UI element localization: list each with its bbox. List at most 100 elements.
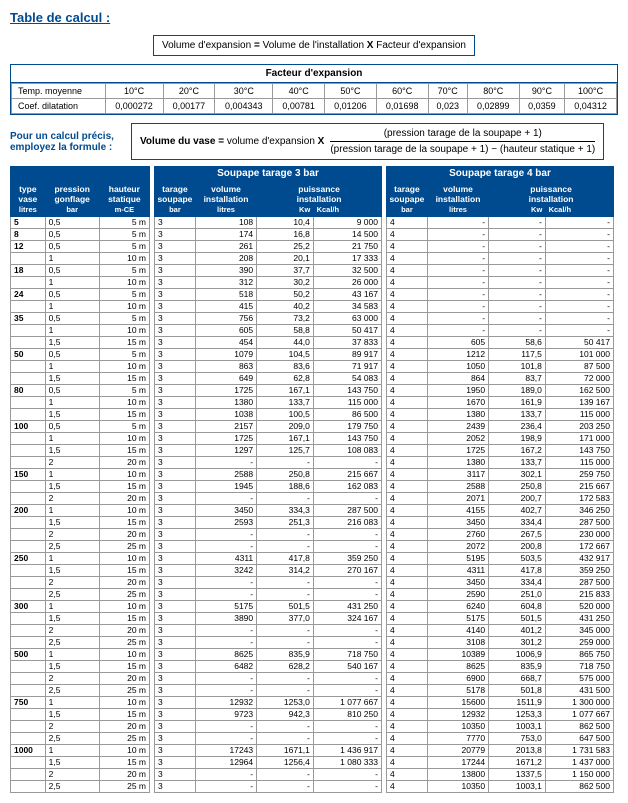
tarage3: 3: [155, 517, 196, 529]
vessel-type: 5: [11, 217, 46, 229]
kw4: 161,9: [489, 397, 546, 409]
kcal4: 259 750: [545, 469, 613, 481]
tarage4: 4: [387, 265, 428, 277]
kw3: 1253,0: [257, 697, 314, 709]
tarage3: 3: [155, 709, 196, 721]
height: 15 m: [99, 661, 149, 673]
tarage4: 4: [387, 517, 428, 529]
pressure: 0,5: [45, 313, 99, 325]
kcal3: 143 750: [313, 433, 381, 445]
tarage3: 3: [155, 613, 196, 625]
kw4: -: [489, 277, 546, 289]
pressure: 1,5: [45, 517, 99, 529]
height: 20 m: [99, 457, 149, 469]
height: 25 m: [99, 685, 149, 697]
vol3: 649: [195, 373, 256, 385]
tarage4: 4: [387, 253, 428, 265]
kw3: 314,2: [257, 565, 314, 577]
kcal4: 346 250: [545, 505, 613, 517]
kcal4: -: [545, 313, 613, 325]
vessel-type: 200: [11, 505, 46, 517]
pressure: 0,5: [45, 289, 99, 301]
kw3: 417,8: [257, 553, 314, 565]
kcal3: 71 917: [313, 361, 381, 373]
vol3: -: [195, 781, 256, 793]
height: 25 m: [99, 541, 149, 553]
height: 5 m: [99, 313, 149, 325]
height: 10 m: [99, 433, 149, 445]
tarage3: 3: [155, 361, 196, 373]
vessel-type: [11, 397, 46, 409]
kw4: 835,9: [489, 661, 546, 673]
vol4: -: [427, 217, 488, 229]
vessel-type: [11, 337, 46, 349]
pressure: 0,5: [45, 421, 99, 433]
tarage3: 3: [155, 301, 196, 313]
height: 5 m: [99, 241, 149, 253]
tarage4: 4: [387, 481, 428, 493]
vol4: 1050: [427, 361, 488, 373]
kw4: 267,5: [489, 529, 546, 541]
vol4: 3117: [427, 469, 488, 481]
kw4: -: [489, 313, 546, 325]
kw3: -: [257, 625, 314, 637]
tarage4: 4: [387, 673, 428, 685]
vol3: -: [195, 589, 256, 601]
vol4: 5195: [427, 553, 488, 565]
height: 15 m: [99, 481, 149, 493]
kcal3: 21 750: [313, 241, 381, 253]
kw4: -: [489, 229, 546, 241]
kcal4: 1 300 000: [545, 697, 613, 709]
pressure: 0,5: [45, 217, 99, 229]
temp-cell: 80°C: [467, 84, 519, 99]
pressure: 2,5: [45, 685, 99, 697]
vessel-type: 500: [11, 649, 46, 661]
tarage3: 3: [155, 445, 196, 457]
vol4: 20779: [427, 745, 488, 757]
vol4: 10350: [427, 721, 488, 733]
vessel-type: 100: [11, 421, 46, 433]
kcal3: 17 333: [313, 253, 381, 265]
vol3: 3242: [195, 565, 256, 577]
kw4: 198,9: [489, 433, 546, 445]
vol4: 864: [427, 373, 488, 385]
coef-cell: 0,04312: [565, 99, 617, 114]
height: 10 m: [99, 301, 149, 313]
kw4: 402,7: [489, 505, 546, 517]
temp-cell: 40°C: [273, 84, 325, 99]
kcal4: -: [545, 265, 613, 277]
vessel-type: [11, 541, 46, 553]
kw3: 10,4: [257, 217, 314, 229]
height: 25 m: [99, 781, 149, 793]
pressure: 2,5: [45, 541, 99, 553]
kcal4: -: [545, 241, 613, 253]
pressure: 2: [45, 721, 99, 733]
tarage4: 4: [387, 553, 428, 565]
height: 20 m: [99, 493, 149, 505]
kw4: 417,8: [489, 565, 546, 577]
vol3: 2593: [195, 517, 256, 529]
vol4: -: [427, 325, 488, 337]
tarage3: 3: [155, 277, 196, 289]
kw3: 50,2: [257, 289, 314, 301]
vol4: -: [427, 301, 488, 313]
coef-cell: 0,0359: [519, 99, 565, 114]
kw3: 83,6: [257, 361, 314, 373]
kcal4: 143 750: [545, 445, 613, 457]
kcal4: -: [545, 277, 613, 289]
kcal4: 172 583: [545, 493, 613, 505]
kcal3: 43 167: [313, 289, 381, 301]
tarage3: 3: [155, 649, 196, 661]
vessel-type: [11, 637, 46, 649]
vol4: -: [427, 241, 488, 253]
coef-cell: 0,023: [428, 99, 467, 114]
temp-cell: 10°C: [105, 84, 163, 99]
tarage4: 4: [387, 289, 428, 301]
vol3: 605: [195, 325, 256, 337]
kw4: 302,1: [489, 469, 546, 481]
kcal4: -: [545, 301, 613, 313]
vol4: -: [427, 277, 488, 289]
vol4: 8625: [427, 661, 488, 673]
height: 15 m: [99, 373, 149, 385]
coef-label: Coef. dilatation: [12, 99, 106, 114]
